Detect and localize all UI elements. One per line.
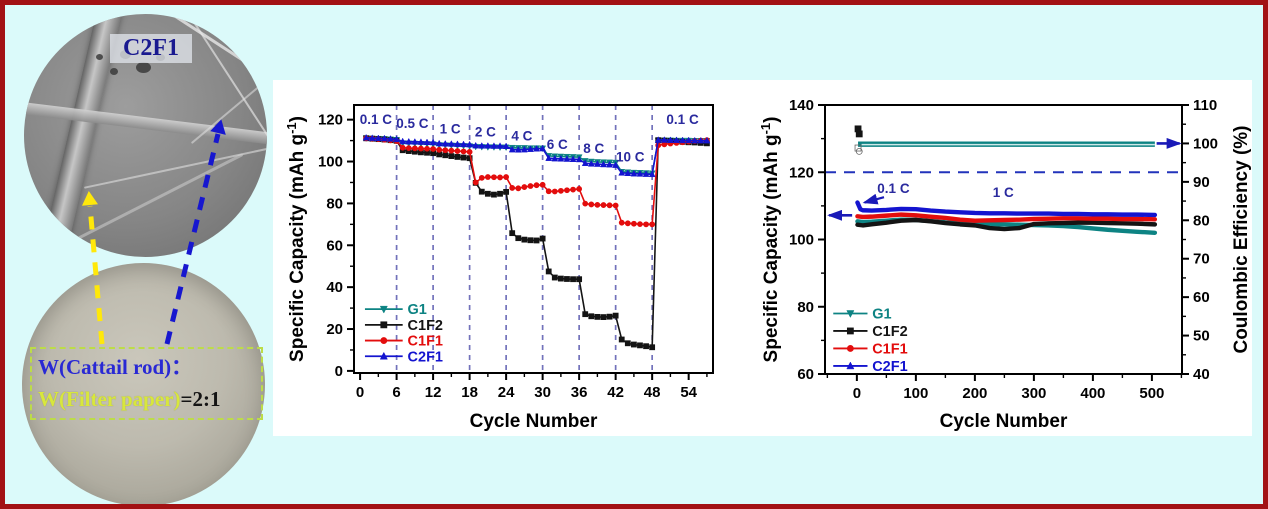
svg-text:Cycle Number: Cycle Number [470,411,598,432]
svg-text:24: 24 [498,384,515,401]
svg-text:40: 40 [1193,366,1210,383]
svg-text:36: 36 [571,384,588,401]
charts-panel [273,80,1252,436]
svg-text:40: 40 [326,279,343,296]
svg-text:2 C: 2 C [475,124,496,139]
svg-text:20: 20 [326,321,343,338]
svg-text:80: 80 [797,299,814,316]
svg-text:6 C: 6 C [547,137,568,152]
svg-text:C1F1: C1F1 [408,334,443,350]
svg-text:120: 120 [789,164,814,181]
svg-text:100: 100 [789,232,814,249]
svg-text:8 C: 8 C [583,141,604,156]
svg-text:1 C: 1 C [993,185,1014,200]
svg-text:200: 200 [962,385,987,402]
svg-text:500: 500 [1139,385,1164,402]
filter-paper-photo [22,263,265,504]
svg-text:0: 0 [335,363,343,380]
svg-text:1 C: 1 C [440,121,461,136]
svg-text:80: 80 [326,195,343,212]
svg-text:90: 90 [1193,174,1210,191]
svg-text:18: 18 [461,384,478,401]
svg-text:48: 48 [644,384,661,401]
svg-text:Specific Capacity (mAh g-1): Specific Capacity (mAh g-1) [758,117,782,363]
sem-pore [136,62,151,73]
svg-text:80: 80 [1193,212,1210,229]
svg-text:0.5 C: 0.5 C [396,116,429,131]
svg-text:C1F2: C1F2 [872,324,907,340]
svg-text:0: 0 [356,384,364,401]
svg-text:C1F2: C1F2 [408,318,443,334]
svg-text:C2F1: C2F1 [872,359,907,375]
svg-text:0: 0 [853,385,861,402]
svg-text:4 C: 4 C [511,129,532,144]
svg-text:Cycle Number: Cycle Number [940,411,1068,432]
svg-text:C1F1: C1F1 [872,341,907,357]
svg-text:12: 12 [425,384,442,401]
composition-ratio-box: W(Cattail rod)： W(Filter paper)=2:1 [30,347,263,420]
svg-text:54: 54 [680,384,697,401]
svg-text:400: 400 [1080,385,1105,402]
ratio-value-text: =2:1 [180,386,221,411]
svg-text:60: 60 [1193,289,1210,306]
svg-text:100: 100 [318,154,343,171]
svg-text:G1: G1 [872,306,891,322]
svg-text:60: 60 [326,237,343,254]
sem-pore [96,54,103,60]
svg-text:110: 110 [1193,97,1217,114]
svg-text:Coulombic Efficiency (%): Coulombic Efficiency (%) [1231,125,1252,353]
svg-text:0.1 C: 0.1 C [877,181,910,196]
svg-text:50: 50 [1193,328,1210,345]
svg-text:100: 100 [903,385,928,402]
ratio-filter-paper-text: W(Filter paper) [38,386,181,411]
svg-text:300: 300 [1021,385,1046,402]
svg-text:70: 70 [1193,251,1210,268]
sem-image: C2F1 [24,14,267,257]
svg-text:30: 30 [534,384,551,401]
svg-text:0.1 C: 0.1 C [360,112,393,127]
sem-sample-label: C2F1 [110,34,192,63]
ratio-line2: W(Filter paper)=2:1 [38,384,255,416]
svg-text:100: 100 [1193,135,1218,152]
svg-text:60: 60 [797,366,814,383]
svg-text:120: 120 [318,112,343,129]
svg-text:G1: G1 [408,302,427,318]
cycling-stability-chart: 0 100 200 300 400 500 60 80 100 120 140 40 50 60 70 80 9… [758,97,1252,432]
svg-text:0.1 C: 0.1 C [666,112,699,127]
svg-text:6: 6 [392,384,400,401]
svg-text:42: 42 [607,384,624,401]
sem-pore [110,68,118,75]
svg-text:Specific Capacity (mAh g-1): Specific Capacity (mAh g-1) [284,116,308,362]
sem-fiber [83,145,267,189]
svg-text:10 C: 10 C [616,150,645,165]
svg-text:140: 140 [789,97,814,114]
ratio-line1: W(Cattail rod)： [38,355,193,379]
svg-text:C2F1: C2F1 [408,349,443,365]
